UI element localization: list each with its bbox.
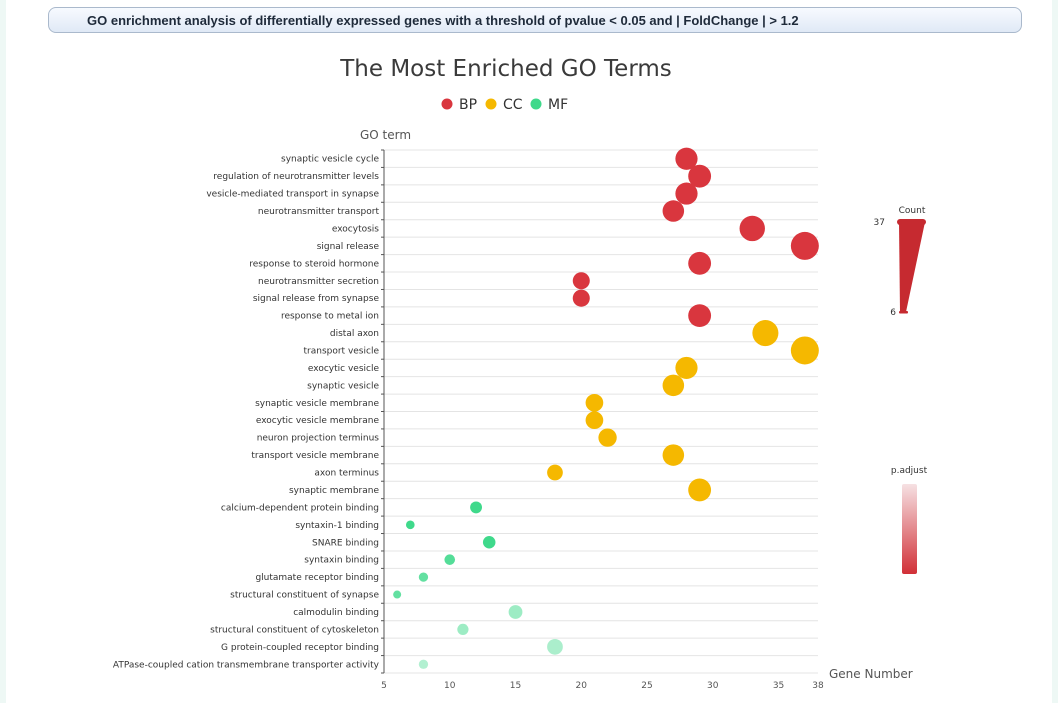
chart-title: The Most Enriched GO Terms — [339, 56, 672, 82]
x-tick-label: 35 — [773, 681, 784, 691]
data-point-bp[interactable] — [688, 251, 712, 275]
y-tick-label: exocytic vesicle — [308, 364, 380, 374]
legend-label-cc[interactable]: CC — [503, 97, 523, 113]
y-tick-label: calcium-dependent protein binding — [221, 503, 379, 513]
x-tick-label: 38 — [812, 681, 824, 691]
count-legend-wedge — [899, 222, 925, 312]
x-tick-label: 5 — [381, 681, 387, 691]
data-point-bp[interactable] — [572, 289, 590, 307]
count-legend-bottom-handle — [899, 311, 908, 314]
y-tick-label: synaptic vesicle membrane — [255, 399, 379, 409]
y-tick-label: SNARE binding — [312, 538, 379, 548]
data-point-mf[interactable] — [470, 501, 483, 514]
legend-label-bp[interactable]: BP — [459, 97, 477, 113]
data-point-cc[interactable] — [662, 444, 685, 466]
count-legend-min: 6 — [890, 308, 896, 318]
y-tick-label: signal release — [317, 242, 380, 252]
y-tick-label: response to steroid hormone — [249, 259, 379, 269]
y-tick-label: regulation of neurotransmitter levels — [213, 172, 379, 182]
category-legend: BP CC MF — [441, 97, 568, 113]
y-tick-labels: synaptic vesicle cycle regulation of neur… — [113, 155, 380, 671]
analysis-header-text: GO enrichment analysis of differentially… — [87, 13, 799, 28]
legend-marker-bp[interactable] — [441, 98, 453, 110]
data-point-mf[interactable] — [393, 590, 402, 599]
x-tick-labels: 5 10 15 20 25 30 35 38 — [381, 681, 824, 691]
y-tick-label: axon terminus — [314, 469, 379, 479]
y-tick-label: transport vesicle — [304, 346, 380, 356]
data-point-mf[interactable] — [508, 605, 523, 619]
x-tick-label: 25 — [641, 681, 652, 691]
y-tick-label: signal release from synapse — [253, 294, 380, 304]
y-tick-label: vesicle-mediated transport in synapse — [206, 190, 379, 200]
data-point-bp[interactable] — [675, 182, 698, 205]
y-axis-label: GO term — [360, 128, 411, 142]
y-tick-label: exocytosis — [332, 224, 379, 234]
y-tick-label: G protein-coupled receptor binding — [221, 643, 379, 653]
data-point-bp[interactable] — [662, 200, 685, 222]
legend-marker-cc[interactable] — [485, 98, 497, 110]
count-legend-max: 37 — [874, 218, 885, 228]
data-point-mf[interactable] — [482, 535, 496, 549]
y-tick-label: synaptic membrane — [289, 486, 379, 496]
count-legend-title: Count — [899, 206, 926, 216]
data-point-bp[interactable] — [688, 304, 712, 328]
data-point-cc[interactable] — [790, 336, 819, 365]
data-point-cc[interactable] — [688, 478, 712, 502]
y-tick-label: structural constituent of cytoskeleton — [210, 625, 379, 635]
y-tick-label: neuron projection terminus — [257, 434, 380, 444]
data-point-mf[interactable] — [444, 554, 456, 565]
y-tick-label: calmodulin binding — [293, 608, 379, 618]
y-tick-label: ATPase-coupled cation transmembrane tran… — [113, 660, 380, 670]
data-point-mf[interactable] — [405, 520, 415, 530]
y-tick-label: exocytic vesicle membrane — [256, 416, 380, 426]
x-tick-label: 15 — [510, 681, 521, 691]
data-point-cc[interactable] — [585, 411, 604, 430]
y-tick-label: glutamate receptor binding — [255, 573, 379, 583]
analysis-header: GO enrichment analysis of differentially… — [48, 7, 1022, 33]
data-point-mf[interactable] — [547, 638, 563, 655]
y-tick-label: neurotransmitter transport — [258, 207, 380, 217]
data-point-mf[interactable] — [457, 623, 469, 636]
count-size-legend: Count 37 6 — [874, 206, 926, 318]
y-tick-label: syntaxin-1 binding — [295, 521, 379, 531]
y-tick-label: synaptic vesicle cycle — [281, 155, 379, 165]
y-tick-label: transport vesicle membrane — [251, 451, 379, 461]
y-tick-label: distal axon — [330, 329, 379, 339]
padjust-color-legend: p.adjust — [891, 466, 928, 574]
x-tick-label: 30 — [707, 681, 719, 691]
data-point-bp[interactable] — [739, 215, 765, 242]
y-tick-label: neurotransmitter secretion — [258, 277, 379, 287]
data-point-cc[interactable] — [598, 428, 617, 447]
y-tick-label: structural constituent of synapse — [230, 591, 379, 601]
data-point-bp[interactable] — [790, 231, 819, 260]
data-point-cc[interactable] — [585, 393, 604, 412]
data-point-cc[interactable] — [547, 464, 563, 481]
y-tick-label: response to metal ion — [281, 312, 379, 322]
y-tick-label: synaptic vesicle — [307, 381, 379, 391]
legend-label-mf[interactable]: MF — [548, 97, 568, 113]
axes — [381, 149, 385, 674]
x-tick-label: 10 — [444, 681, 456, 691]
padjust-legend-title: p.adjust — [891, 466, 928, 476]
data-point-bp[interactable] — [572, 272, 590, 290]
data-point-bp[interactable] — [688, 164, 712, 188]
data-point-cc[interactable] — [675, 356, 698, 380]
legend-marker-mf[interactable] — [530, 98, 542, 110]
data-point-mf[interactable] — [418, 572, 429, 582]
data-point-mf[interactable] — [418, 659, 429, 669]
data-point-cc[interactable] — [662, 374, 685, 397]
data-point-bp[interactable] — [675, 147, 698, 170]
data-point-cc[interactable] — [752, 320, 779, 347]
data-points — [393, 147, 819, 669]
x-axis-label: Gene Number — [829, 667, 913, 681]
y-tick-label: syntaxin binding — [304, 556, 379, 566]
padjust-gradient-bar — [902, 484, 917, 574]
count-legend-top-handle — [897, 219, 926, 225]
x-tick-label: 20 — [576, 681, 588, 691]
